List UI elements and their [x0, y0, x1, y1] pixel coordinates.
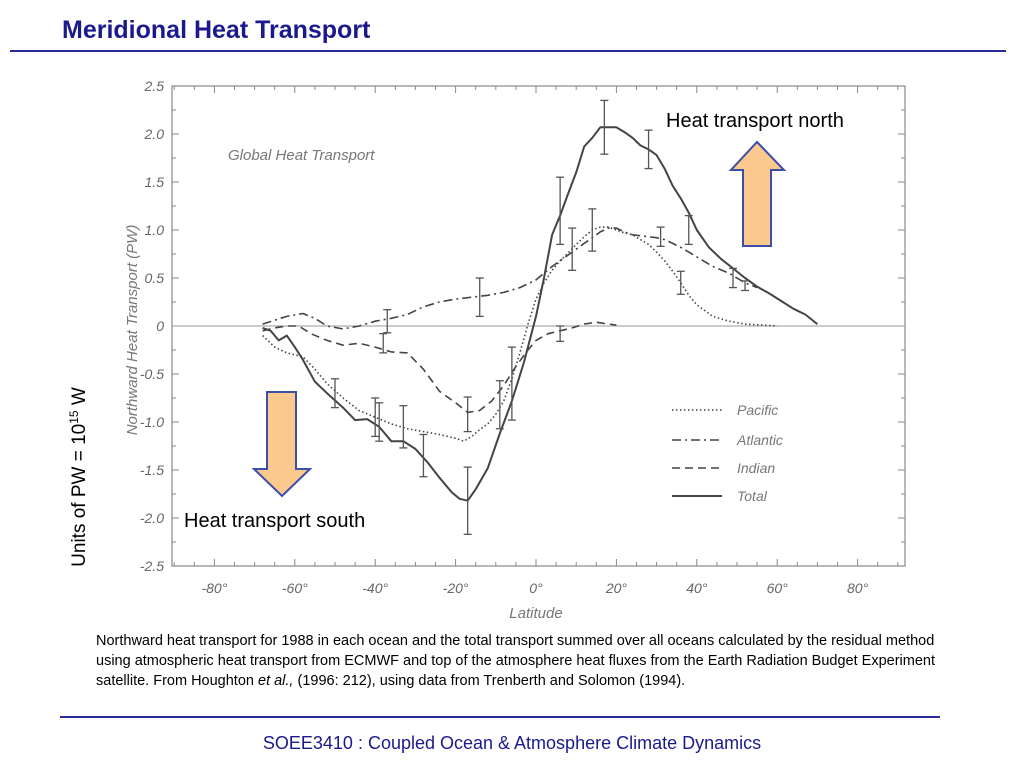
arrow-up-north	[728, 140, 787, 247]
x-tick-label: 20°	[605, 580, 628, 596]
x-tick-label: 0°	[529, 580, 543, 596]
chart-legend: Pacific Atlantic Indian Total	[672, 402, 783, 504]
x-tick-label: -40°	[362, 580, 388, 596]
y-tick-label: -2.5	[140, 558, 164, 574]
title-divider	[10, 50, 1006, 52]
legend-label-atlantic: Atlantic	[736, 432, 783, 448]
heat-transport-chart: 2.5 2.0 1.5 1.0 0.5 0 -0.5 -1.0 -1.5 -2.0 -2.5 -80°…	[124, 78, 906, 622]
y-tick-label: -2.0	[140, 510, 164, 526]
series-line-atlantic	[262, 227, 758, 330]
slide-title: Meridional Heat Transport	[62, 16, 371, 44]
legend-label-pacific: Pacific	[737, 402, 778, 418]
caption-text-1: Northward heat transport for 1988 in eac…	[96, 633, 936, 689]
y-tick-label: 0.5	[145, 270, 165, 286]
y-units-label: Units of PW = 1015 W	[67, 387, 91, 567]
y-tick-label: 1.0	[145, 222, 165, 238]
chart-title: Global Heat Transport	[228, 147, 375, 164]
footer-course-title: SOEE3410 : Coupled Ocean & Atmosphere Cl…	[262, 733, 762, 753]
y-tick-label: -0.5	[140, 366, 164, 382]
legend-label-total: Total	[737, 488, 768, 504]
y-tick-label: 0	[156, 318, 164, 334]
x-axis-label: Latitude	[509, 605, 562, 622]
error-bars	[331, 99, 750, 535]
series-line-total	[262, 126, 819, 502]
y-tick-label: 2.5	[144, 78, 165, 94]
series-line-indian	[262, 321, 617, 414]
y-tick-label: 2.0	[144, 126, 165, 142]
y-units-suffix: W	[69, 387, 91, 411]
x-tick-label: 80°	[847, 580, 869, 596]
y-tick-label: -1.5	[140, 462, 164, 478]
caption-italic: et al.,	[258, 673, 294, 689]
y-units-prefix: Units of PW = 10	[69, 423, 91, 567]
annotation-north: Heat transport north	[666, 110, 844, 132]
y-tick-label: 1.5	[145, 174, 165, 190]
footer-divider	[60, 716, 940, 718]
annotation-south: Heat transport south	[184, 510, 366, 532]
series-lines	[262, 126, 819, 502]
x-tick-label: 40°	[686, 580, 708, 596]
x-tick-label: -80°	[201, 580, 227, 596]
x-tick-label: 60°	[767, 580, 789, 596]
y-units-exponent: 15	[66, 410, 81, 424]
direction-arrows	[251, 140, 787, 498]
y-tick-label: -1.0	[140, 414, 164, 430]
y-axis-label: Northward Heat Transport (PW)	[124, 225, 141, 436]
series-line-pacific	[262, 226, 778, 443]
figure-caption: Northward heat transport for 1988 in eac…	[96, 631, 946, 691]
axis-ticks: 2.5 2.0 1.5 1.0 0.5 0 -0.5 -1.0 -1.5 -2.0 -2.5 -80°…	[140, 78, 905, 596]
caption-text-2: (1996: 212), using data from Trenberth a…	[293, 673, 686, 689]
x-tick-label: -20°	[443, 580, 469, 596]
legend-label-indian: Indian	[737, 460, 775, 476]
arrow-down-south	[251, 391, 313, 498]
x-tick-label: -60°	[282, 580, 308, 596]
